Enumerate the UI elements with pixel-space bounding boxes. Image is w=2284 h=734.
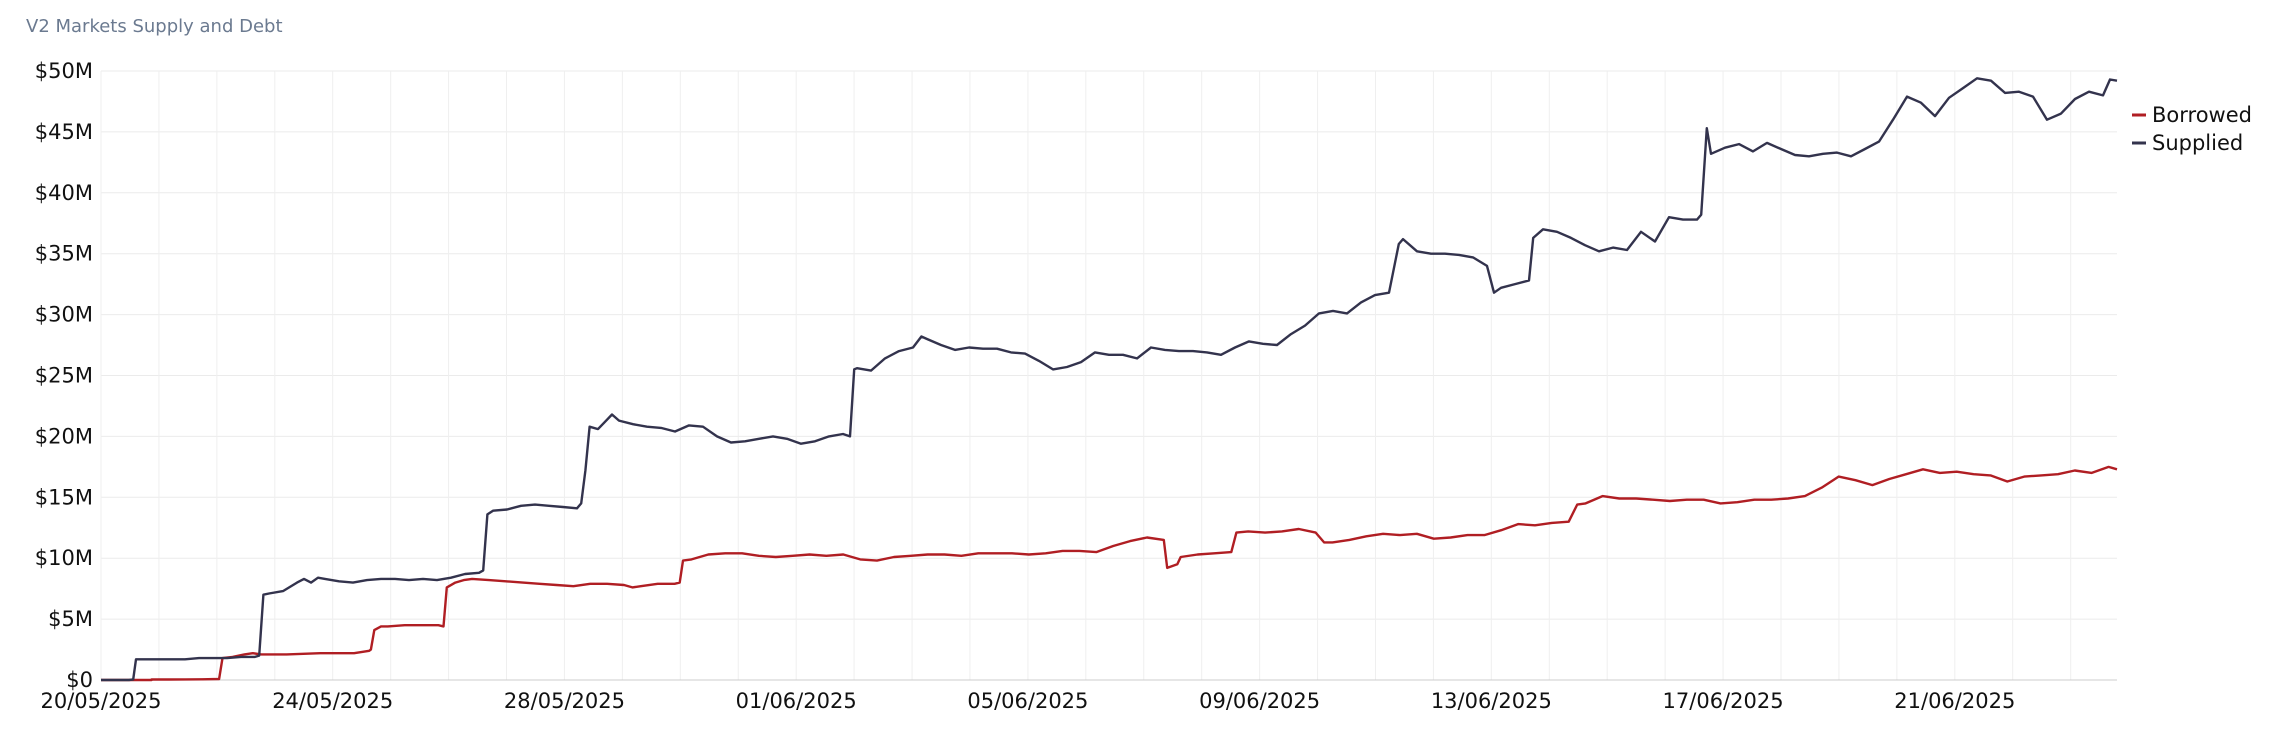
y-tick-label: $5M	[48, 607, 93, 631]
series-line-borrowed	[101, 465, 2118, 682]
y-tick-label: $35M	[35, 242, 93, 266]
chart-title: V2 Markets Supply and Debt	[26, 16, 283, 37]
x-tick-label: 17/06/2025	[1663, 689, 1784, 713]
x-tick-label: 01/06/2025	[736, 689, 857, 713]
y-tick-label: $50M	[35, 59, 93, 83]
x-tick-label: 28/05/2025	[504, 689, 625, 713]
legend: Borrowed Supplied	[2132, 103, 2252, 155]
x-tick-label: 13/06/2025	[1431, 689, 1552, 713]
y-tick-label: $10M	[35, 546, 93, 570]
series-layer	[101, 77, 2118, 682]
legend-label-borrowed[interactable]: Borrowed	[2152, 103, 2252, 127]
y-tick-label: $20M	[35, 424, 93, 448]
y-tick-label: $40M	[35, 181, 93, 205]
series-line-supplied	[101, 77, 2118, 682]
y-tick-label: $30M	[35, 303, 93, 327]
y-tick-label: $45M	[35, 120, 93, 144]
axes: $0 $5M $10M $15M $20M $25M $30M $35M $40M $45M $50…	[35, 59, 2117, 713]
x-tick-label: 05/06/2025	[967, 689, 1088, 713]
x-tick-label: 21/06/2025	[1894, 689, 2015, 713]
y-tick-label: $0	[66, 668, 93, 692]
x-tick-label: 20/05/2025	[40, 689, 161, 713]
y-tick-label: $25M	[35, 364, 93, 388]
x-tick-label: 09/06/2025	[1199, 689, 1320, 713]
grid	[100, 70, 2117, 681]
x-tick-label: 24/05/2025	[272, 689, 393, 713]
y-tick-label: $15M	[35, 485, 93, 509]
legend-label-supplied[interactable]: Supplied	[2152, 131, 2243, 155]
